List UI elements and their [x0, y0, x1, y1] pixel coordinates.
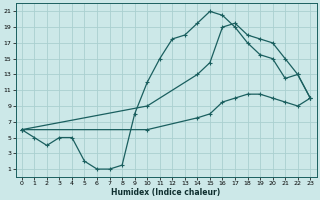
X-axis label: Humidex (Indice chaleur): Humidex (Indice chaleur) — [111, 188, 221, 197]
